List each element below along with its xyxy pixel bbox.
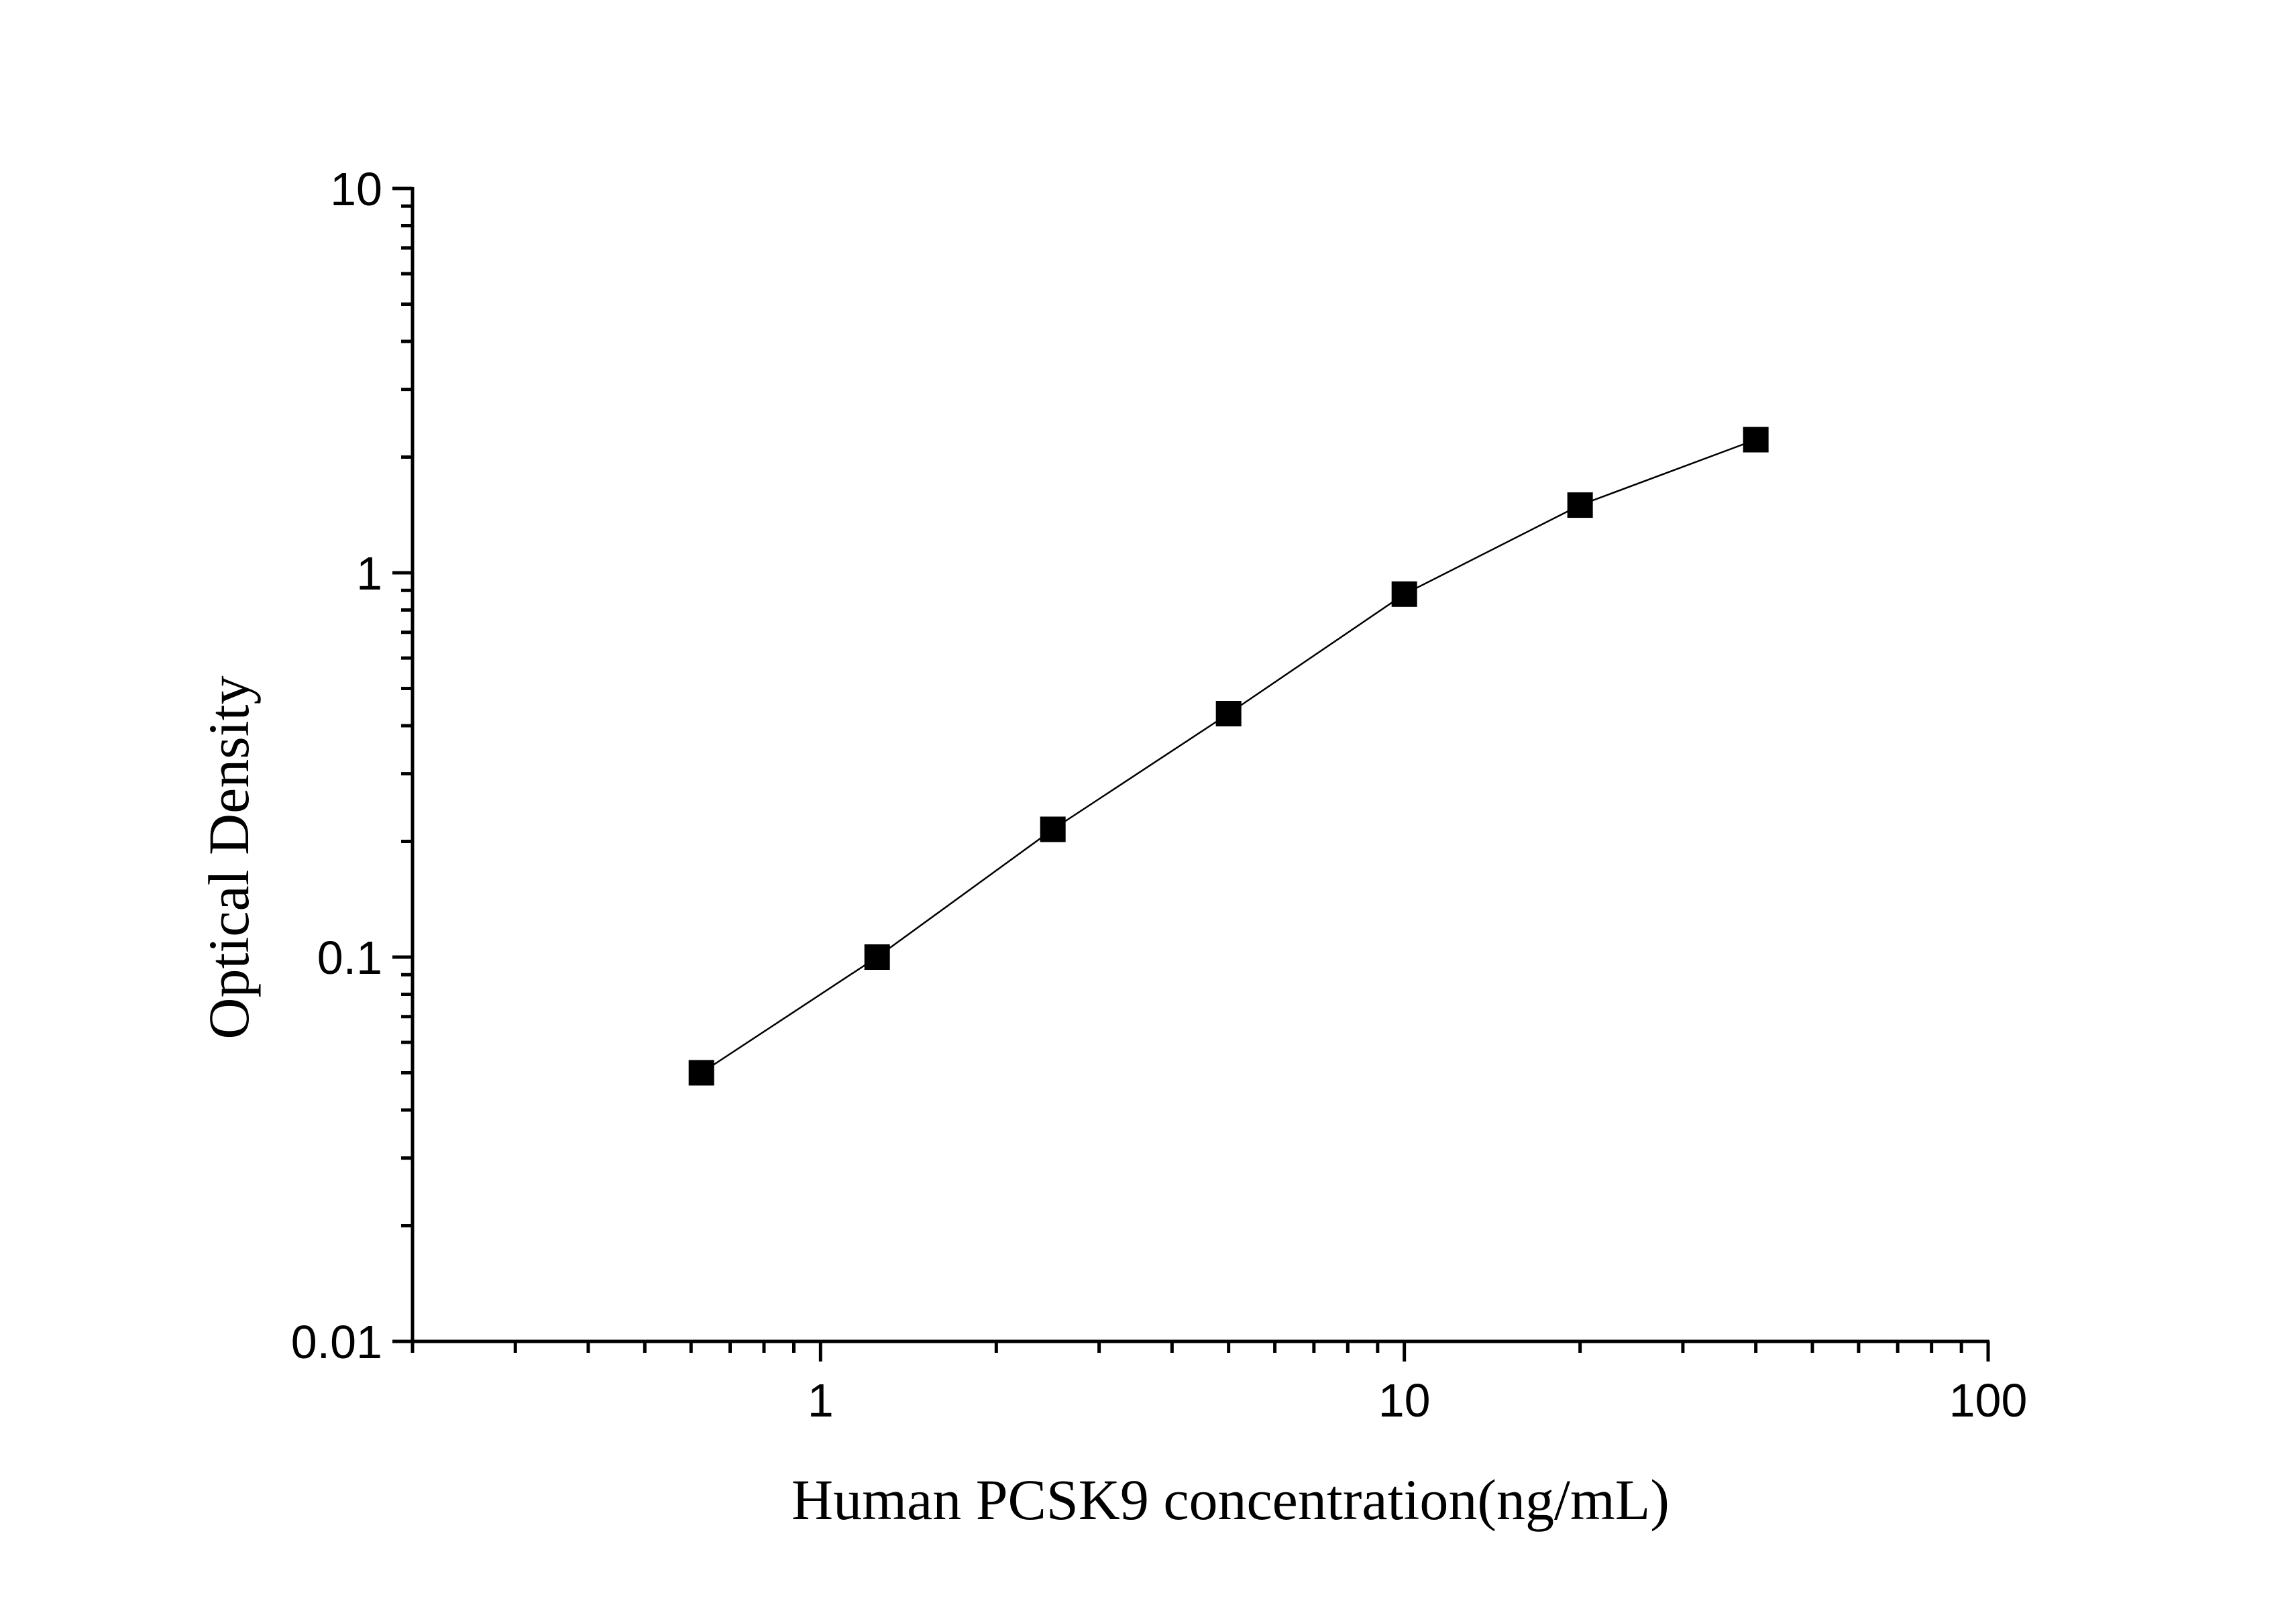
- data-point: [1040, 816, 1066, 842]
- data-point: [688, 1060, 714, 1086]
- axes: 1 10 100 0.01 0.1 1 10: [291, 163, 2028, 1427]
- data-point: [1215, 701, 1242, 727]
- y-tick-label: 0.01: [291, 1316, 382, 1368]
- series-line: [701, 439, 1757, 1074]
- y-tick-label: 0.1: [317, 932, 382, 984]
- y-axis-title: Optical Density: [197, 675, 261, 1039]
- x-axis-title: Human PCSK9 concentration(ng/mL): [791, 1467, 1670, 1532]
- y-tick-label: 1: [356, 547, 382, 600]
- x-tick-label: 100: [1949, 1374, 2028, 1427]
- x-tick-label: 1: [808, 1374, 834, 1427]
- series-layer: [688, 427, 1769, 1086]
- data-point: [1743, 427, 1769, 453]
- y-tick-label: 10: [330, 163, 382, 215]
- data-point: [1391, 581, 1417, 607]
- x-tick-label: 10: [1378, 1374, 1431, 1427]
- data-point: [864, 944, 890, 970]
- data-point: [1567, 492, 1593, 518]
